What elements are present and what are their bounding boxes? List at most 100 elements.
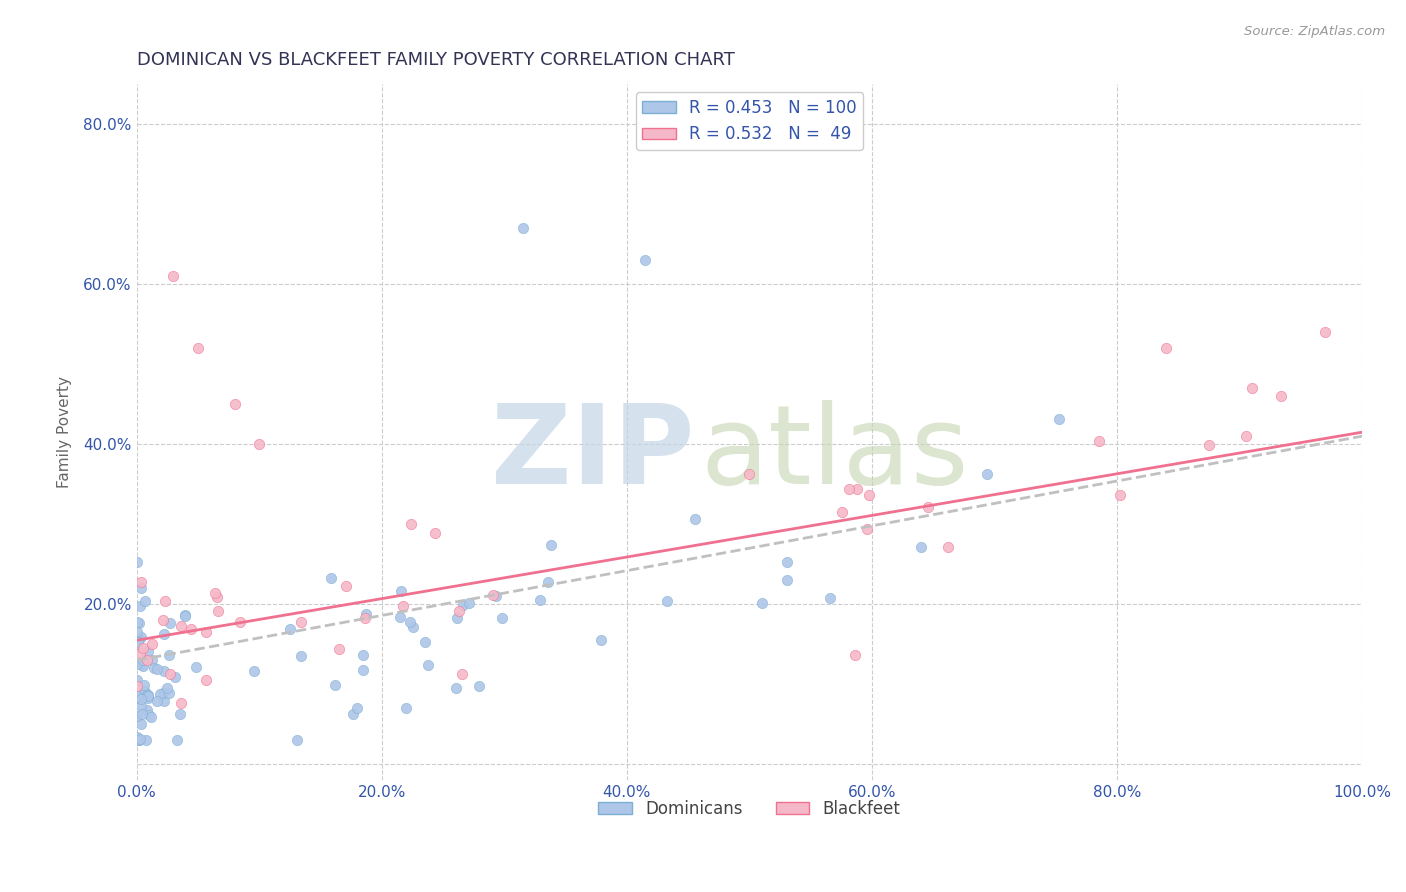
Point	[388, 610, 411, 624]
Point	[446, 611, 468, 625]
Point	[910, 540, 932, 554]
Point	[125, 673, 148, 688]
Point	[155, 593, 177, 607]
Point	[136, 652, 159, 666]
Point	[846, 482, 869, 496]
Point	[170, 696, 193, 710]
Point	[485, 589, 508, 603]
Point	[136, 688, 159, 702]
Text: DOMINICAN VS BLACKFEET FAMILY POVERTY CORRELATION CHART: DOMINICAN VS BLACKFEET FAMILY POVERTY CO…	[136, 51, 734, 69]
Point	[129, 692, 152, 706]
Point	[128, 599, 150, 614]
Point	[738, 467, 761, 481]
Point	[1270, 388, 1292, 402]
Point	[142, 661, 165, 675]
Point	[194, 625, 217, 640]
Text: ZIP: ZIP	[491, 400, 695, 507]
Point	[290, 615, 312, 629]
Point	[657, 594, 679, 608]
Point	[204, 585, 226, 599]
Point	[159, 667, 181, 681]
Point	[152, 686, 174, 700]
Point	[536, 575, 558, 590]
Point	[844, 648, 866, 662]
Point	[125, 730, 148, 744]
Point	[136, 688, 159, 702]
Point	[416, 657, 439, 672]
Point	[138, 707, 160, 722]
Point	[856, 522, 879, 536]
Point	[936, 540, 959, 554]
Point	[285, 733, 308, 747]
Point	[1198, 437, 1220, 451]
Point	[389, 584, 412, 599]
Point	[1234, 429, 1257, 443]
Point	[129, 698, 152, 713]
Point	[447, 603, 470, 617]
Point	[540, 538, 562, 552]
Point	[401, 620, 423, 634]
Point	[136, 689, 159, 703]
Text: Source: ZipAtlas.com: Source: ZipAtlas.com	[1244, 25, 1385, 38]
Point	[152, 694, 174, 708]
Point	[141, 637, 163, 651]
Point	[1240, 381, 1263, 395]
Point	[134, 594, 156, 608]
Point	[134, 678, 156, 692]
Point	[131, 658, 153, 673]
Point	[129, 630, 152, 644]
Point	[152, 664, 174, 678]
Point	[128, 632, 150, 647]
Point	[125, 657, 148, 671]
Point	[229, 615, 252, 629]
Point	[512, 221, 534, 235]
Point	[131, 717, 153, 731]
Point	[132, 641, 155, 656]
Point	[129, 646, 152, 660]
Point	[1088, 434, 1111, 448]
Point	[352, 663, 374, 677]
Point	[491, 611, 513, 625]
Legend: Dominicans, Blackfeet: Dominicans, Blackfeet	[592, 793, 907, 824]
Point	[125, 624, 148, 639]
Point	[136, 703, 159, 717]
Point	[125, 555, 148, 569]
Point	[482, 588, 505, 602]
Point	[134, 684, 156, 698]
Point	[278, 622, 301, 636]
Point	[207, 604, 229, 618]
Point	[683, 512, 706, 526]
Point	[125, 689, 148, 703]
Point	[127, 634, 149, 648]
Point	[976, 467, 998, 482]
Point	[157, 686, 180, 700]
Point	[242, 664, 264, 678]
Point	[413, 634, 436, 648]
Point	[346, 701, 368, 715]
Point	[529, 592, 551, 607]
Point	[247, 437, 270, 451]
Point	[838, 482, 860, 496]
Point	[321, 571, 343, 585]
Point	[335, 579, 357, 593]
Point	[591, 633, 613, 648]
Point	[195, 673, 218, 687]
Point	[224, 397, 246, 411]
Point	[468, 679, 491, 693]
Point	[917, 500, 939, 515]
Point	[153, 627, 176, 641]
Y-axis label: Family Poverty: Family Poverty	[58, 376, 72, 488]
Point	[128, 733, 150, 747]
Point	[157, 648, 180, 663]
Point	[127, 640, 149, 654]
Point	[186, 660, 208, 674]
Point	[180, 622, 202, 636]
Point	[165, 670, 187, 684]
Point	[1108, 488, 1130, 502]
Point	[131, 707, 153, 722]
Point	[149, 687, 172, 701]
Point	[187, 341, 209, 355]
Point	[166, 733, 188, 747]
Point	[127, 690, 149, 705]
Point	[156, 681, 179, 695]
